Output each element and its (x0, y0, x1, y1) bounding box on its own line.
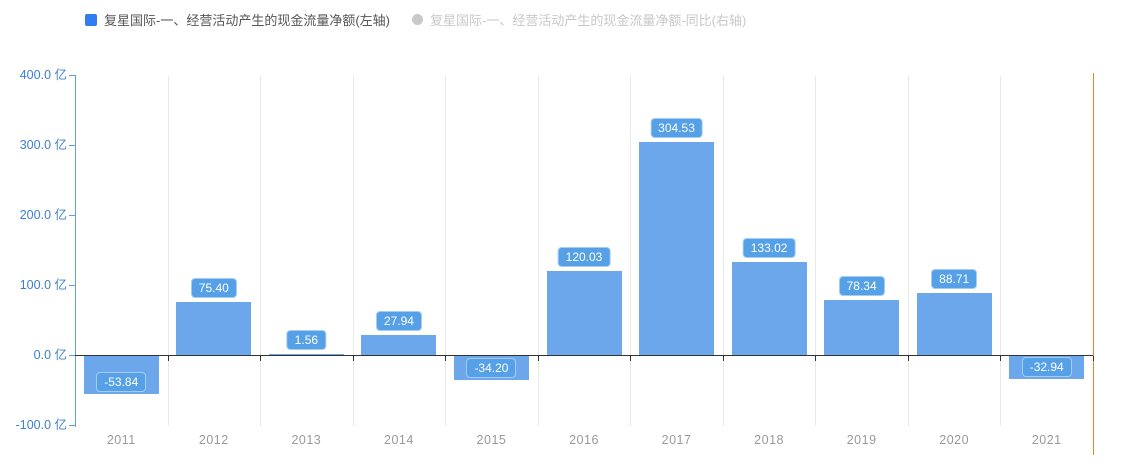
bar-2014[interactable] (361, 335, 437, 355)
y-axis-label: 100.0 亿 (19, 278, 67, 292)
bar-value-badge: 27.94 (375, 311, 422, 332)
legend-label-yoy: 复星国际-一、经营活动产生的现金流量净额-同比(右轴) (430, 13, 747, 28)
x-axis-label: 2019 (846, 433, 877, 447)
category-gridline (1000, 76, 1002, 426)
y-axis-tick (69, 145, 75, 146)
legend-item-cashflow-left-axis[interactable]: 复星国际-一、经营活动产生的现金流量净额(左轴) (85, 10, 390, 29)
bar-2016[interactable] (546, 270, 622, 355)
x-axis-label: 2015 (476, 433, 507, 447)
category-gridline (167, 76, 169, 426)
x-axis-label: 2016 (569, 433, 599, 447)
x-axis-label: 2011 (106, 433, 136, 447)
legend-circle-marker-icon (412, 14, 423, 25)
category-gridline (352, 76, 354, 426)
bar-value-badge: 75.40 (190, 278, 237, 299)
left-y-axis-line (75, 75, 76, 427)
bar-value-badge: 133.02 (742, 237, 796, 258)
bar-2019[interactable] (824, 300, 900, 355)
category-gridline (445, 76, 447, 426)
x-axis-tick (815, 356, 817, 361)
bar-value-badge: 304.53 (650, 117, 703, 138)
y-axis-tick (69, 215, 75, 216)
y-axis-tick (69, 75, 75, 76)
x-axis-tick (260, 356, 262, 361)
bar-2020[interactable] (916, 292, 992, 355)
y-axis-tick (69, 285, 75, 286)
x-axis-label: 2020 (939, 433, 970, 447)
bar-2013[interactable] (268, 353, 344, 355)
bar-value-badge: -53.84 (96, 371, 147, 392)
legend-item-yoy-right-axis[interactable]: 复星国际-一、经营活动产生的现金流量净额-同比(右轴) (412, 10, 746, 29)
bar-value-badge: 78.34 (838, 276, 885, 297)
x-axis-tick (1093, 356, 1094, 361)
x-axis-label: 2014 (384, 433, 414, 447)
x-axis-tick (722, 356, 724, 361)
bar-value-badge: 88.71 (931, 268, 978, 289)
bar-2017[interactable] (639, 141, 715, 355)
x-axis-zero-line (75, 355, 1093, 356)
category-gridline (260, 76, 262, 426)
category-gridline (537, 76, 539, 426)
x-axis-label: 2017 (661, 433, 692, 447)
y-axis-tick (69, 355, 75, 356)
category-gridline (630, 76, 632, 426)
x-axis-label: 2021 (1031, 433, 1062, 447)
bar-value-badge: -34.20 (466, 357, 517, 378)
right-y-axis-line (1093, 73, 1094, 455)
x-axis-tick (907, 356, 909, 361)
category-gridline (722, 76, 724, 426)
bar-value-badge: 1.56 (286, 329, 327, 350)
y-axis-label: -100.0 亿 (15, 418, 67, 432)
category-gridline (907, 76, 909, 426)
x-axis-tick (537, 356, 539, 361)
x-axis-tick (1000, 356, 1002, 361)
x-axis-tick (445, 356, 447, 361)
bar-2012[interactable] (176, 302, 252, 355)
category-gridline (815, 76, 817, 426)
y-axis-label: 400.0 亿 (19, 68, 67, 82)
y-axis-tick (69, 425, 75, 426)
legend-label-cashflow: 复星国际-一、经营活动产生的现金流量净额(左轴) (104, 13, 390, 28)
bar-2018[interactable] (731, 261, 807, 355)
x-axis-label: 2012 (198, 433, 229, 447)
x-axis-label: 2013 (291, 433, 322, 447)
y-axis-label: 200.0 亿 (19, 208, 67, 222)
legend-square-marker-icon (85, 13, 97, 26)
x-axis-tick (167, 356, 169, 361)
y-axis-label: 0.0 亿 (33, 348, 67, 362)
bar-value-badge: 120.03 (557, 246, 611, 267)
x-axis-label: 2018 (754, 433, 784, 447)
y-axis-label: 300.0 亿 (19, 138, 67, 152)
x-axis-tick (630, 356, 632, 361)
x-axis-tick (352, 356, 354, 361)
bar-value-badge: -32.94 (1021, 357, 1072, 378)
chart-legend: 复星国际-一、经营活动产生的现金流量净额(左轴) 复星国际-一、经营活动产生的现… (85, 10, 746, 29)
